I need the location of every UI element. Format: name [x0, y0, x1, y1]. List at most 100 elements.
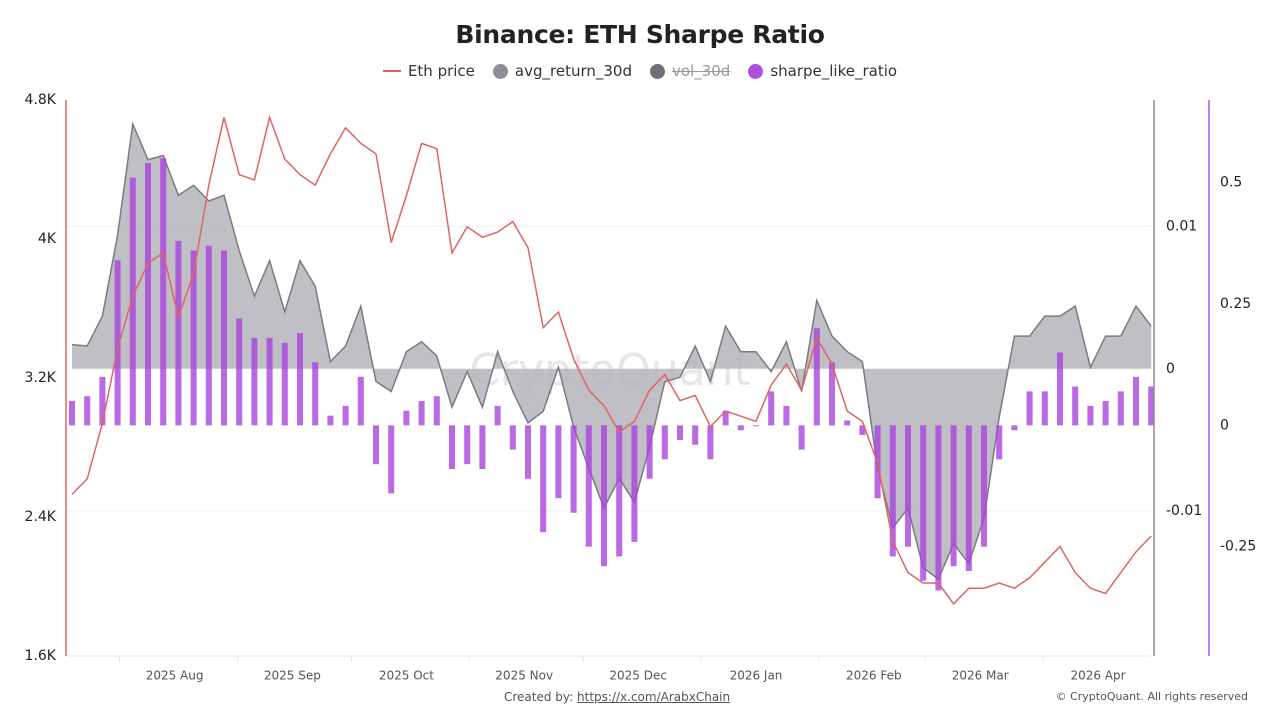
chart-title: Binance: ETH Sharpe Ratio: [455, 20, 825, 49]
legend-item-avg-return[interactable]: avg_return_30d: [492, 62, 632, 80]
legend-item-vol-30d[interactable]: vol_30d: [649, 62, 731, 80]
sharpe-bar: [950, 425, 957, 567]
sharpe-bar: [99, 376, 106, 426]
sharpe-bar: [1041, 391, 1048, 426]
sharpe-tick-label: 0: [1220, 417, 1229, 433]
sharpe-bar: [965, 425, 972, 572]
x-tick-label: 2025 Dec: [609, 669, 667, 683]
avg-return-area: [72, 124, 1152, 580]
sharpe-tick-label: 0.25: [1220, 296, 1251, 312]
sharpe-bar: [1026, 391, 1033, 426]
copyright: © CryptoQuant. All rights reserved: [1055, 690, 1248, 703]
sharpe-bar: [996, 425, 1003, 460]
sharpe-bar: [981, 425, 987, 547]
sharpe-bar: [129, 177, 136, 426]
x-tick-label: 2026 Feb: [846, 669, 902, 683]
sharpe-bar: [768, 391, 775, 426]
price-tick-label: 2.4K: [25, 509, 57, 525]
sharpe-bar: [84, 396, 91, 426]
sharpe-bar: [601, 425, 607, 567]
created-by-label: Created by:: [504, 690, 574, 704]
sharpe-bar: [646, 425, 653, 479]
price-tick-label: 1.6K: [25, 648, 57, 664]
created-by-link[interactable]: https://x.com/ArabxChain: [577, 690, 731, 704]
sharpe-bar: [266, 337, 273, 426]
sharpe-bar: [251, 337, 258, 426]
sharpe-bar: [69, 401, 75, 426]
sharpe-bar: [692, 425, 699, 445]
sharpe-bar: [160, 158, 167, 426]
sharpe-bar: [1072, 386, 1079, 426]
x-tick-label: 2025 Nov: [495, 669, 553, 683]
sharpe-bar: [373, 425, 379, 465]
sharpe-bar: [494, 405, 501, 426]
dot-swatch-icon: [748, 63, 764, 79]
sharpe-bar: [570, 425, 577, 513]
sharpe-bar: [1011, 425, 1018, 431]
x-tick-label: 2025 Aug: [146, 669, 204, 683]
sharpe-bar: [859, 425, 866, 436]
x-tick-label: 2026 Jan: [730, 669, 783, 683]
sharpe-bar: [585, 425, 592, 547]
avg-return-tick-label: 0.01: [1166, 219, 1197, 235]
footer-credit: Created by: https://x.com/ArabxChain: [504, 690, 730, 704]
line-swatch-icon: [382, 70, 401, 72]
sharpe-bar: [798, 425, 805, 450]
sharpe-bar: [1133, 376, 1139, 426]
sharpe-bar: [297, 333, 303, 426]
sharpe-bar: [236, 318, 243, 426]
sharpe-bar: [205, 245, 212, 426]
sharpe-tick-label: 0.5: [1220, 175, 1242, 191]
sharpe-bar: [616, 425, 623, 557]
dot-swatch-icon: [492, 63, 508, 79]
legend-label: vol_30d: [671, 62, 731, 80]
sharpe-bar: [1148, 386, 1155, 426]
sharpe-bar: [449, 425, 455, 470]
sharpe-bar: [403, 410, 410, 426]
legend-item-eth-price[interactable]: Eth price: [382, 62, 475, 80]
sharpe-bar: [920, 425, 927, 581]
sharpe-bar: [935, 425, 942, 591]
legend: Eth price avg_return_30d vol_30d sharpe_…: [0, 62, 1280, 80]
x-tick-label: 2026 Apr: [1070, 669, 1125, 683]
sharpe-bar: [829, 362, 835, 426]
sharpe-bar: [145, 163, 151, 426]
sharpe-bar: [783, 405, 790, 426]
sharpe-bar: [114, 260, 121, 426]
sharpe-bar: [813, 328, 820, 426]
price-tick-label: 4.8K: [25, 92, 57, 108]
x-tick-label: 2026 Mar: [952, 669, 1009, 683]
sharpe-bar: [737, 425, 744, 431]
sharpe-bar: [525, 425, 531, 479]
sharpe-bar: [190, 250, 197, 426]
sharpe-bar: [388, 425, 395, 494]
sharpe-bar: [1117, 391, 1124, 426]
legend-label: sharpe_like_ratio: [770, 62, 898, 80]
sharpe-bar: [464, 425, 471, 465]
sharpe-bar: [509, 425, 516, 450]
eth-price-line: [71, 114, 1152, 606]
sharpe-bar: [555, 425, 562, 499]
sharpe-bar: [433, 396, 440, 426]
sharpe-bar: [221, 250, 227, 426]
x-tick-label: 2025 Sep: [264, 669, 321, 683]
legend-label: avg_return_30d: [514, 62, 632, 80]
sharpe-bar: [631, 425, 638, 542]
legend-label: Eth price: [407, 62, 475, 80]
sharpe-bar: [281, 342, 288, 426]
sharpe-bar: [707, 425, 714, 460]
sharpe-bar: [342, 405, 349, 426]
sharpe-bar: [889, 425, 896, 557]
sharpe-bar: [1057, 352, 1063, 426]
price-tick-label: 4K: [38, 231, 57, 247]
legend-item-sharpe[interactable]: sharpe_like_ratio: [748, 62, 897, 80]
sharpe-bar: [357, 376, 364, 426]
sharpe-tick-label: -0.25: [1220, 539, 1256, 555]
sharpe-bar: [722, 410, 729, 426]
sharpe-bar: [540, 425, 547, 533]
sharpe-bar: [661, 425, 668, 460]
sharpe-bar: [312, 362, 319, 426]
price-tick-label: 3.2K: [25, 370, 57, 386]
avg-return-tick-label: 0: [1166, 361, 1175, 377]
